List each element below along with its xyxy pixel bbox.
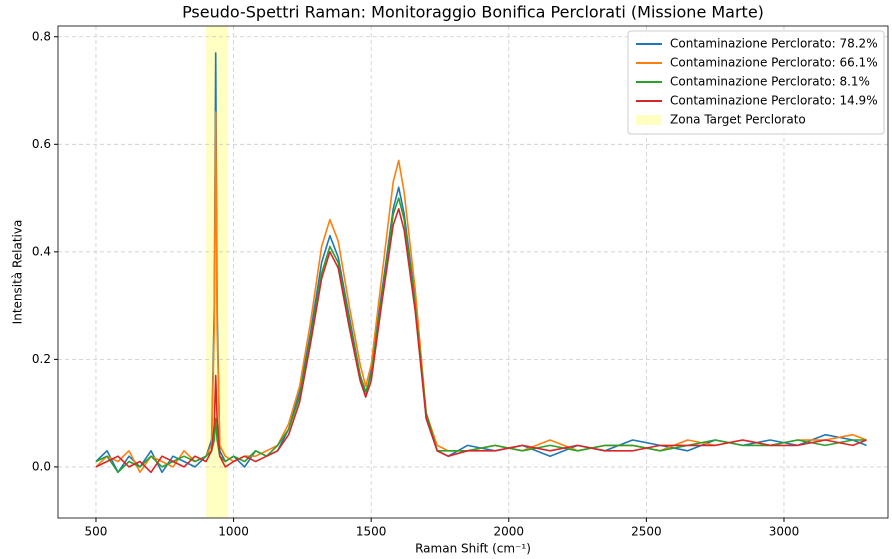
plot-frame	[57, 25, 889, 519]
x-tick-label: 3000	[769, 525, 800, 539]
x-tick-label: 1500	[356, 525, 387, 539]
legend-label: Contaminazione Perclorato: 14.9%	[670, 94, 878, 108]
legend-label: Contaminazione Perclorato: 78.2%	[670, 37, 878, 51]
x-tick-label: 500	[85, 525, 108, 539]
y-tick-label: 0.4	[32, 244, 51, 258]
x-tick-label: 2500	[631, 525, 662, 539]
series-line	[95, 197, 867, 474]
y-tick-label: 0.0	[32, 459, 51, 473]
x-tick-label: 1000	[218, 525, 249, 539]
x-tick-label: 2000	[494, 525, 525, 539]
legend-label: Contaminazione Perclorato: 8.1%	[670, 75, 870, 89]
legend-swatch	[636, 115, 662, 125]
series-line	[95, 52, 867, 474]
legend-label: Zona Target Perclorato	[670, 113, 806, 127]
y-tick-label: 0.8	[32, 29, 51, 43]
legend-label: Contaminazione Perclorato: 66.1%	[670, 56, 878, 70]
series-line	[95, 208, 867, 474]
legend-box	[627, 30, 885, 135]
y-tick-label: 0.2	[32, 352, 51, 366]
x-axis-label: Raman Shift (cm⁻¹)	[415, 542, 531, 556]
y-axis-label: Intensità Relativa	[11, 220, 25, 325]
chart-title: Pseudo-Spettri Raman: Monitoraggio Bonif…	[182, 3, 764, 22]
y-tick-label: 0.6	[32, 137, 51, 151]
